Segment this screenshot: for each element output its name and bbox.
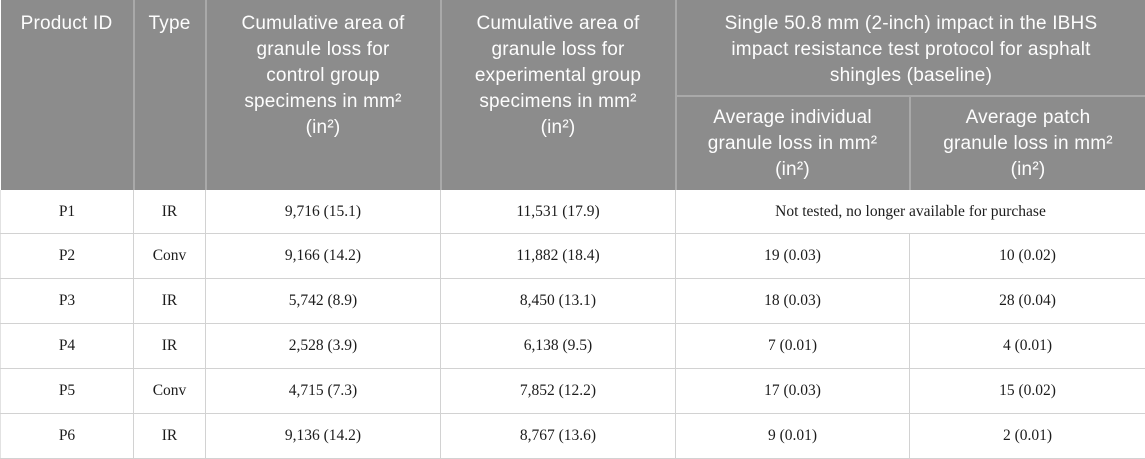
- header-control-group: Cumulative area of granule loss for cont…: [204, 0, 441, 190]
- table-row-p1: P1 IR 9,716 (15.1) 11,531 (17.9) Not tes…: [0, 190, 1145, 235]
- cell-individual: 17 (0.03): [675, 368, 910, 414]
- cell-control: 2,528 (3.9): [205, 323, 441, 370]
- cell-product-id: P5: [0, 368, 134, 414]
- table-header: Product ID Type Cumulative area of granu…: [0, 0, 1145, 190]
- cell-type: IR: [133, 190, 206, 235]
- cell-type: IR: [133, 278, 206, 325]
- table-row-p4: P4 IR 2,528 (3.9) 6,138 (9.5) 7 (0.01) 4…: [0, 323, 1145, 370]
- cell-experimental: 8,450 (13.1): [440, 278, 676, 325]
- table-row-p2: P2 Conv 9,166 (14.2) 11,882 (18.4) 19 (0…: [0, 233, 1145, 280]
- cell-product-id: P2: [0, 233, 134, 280]
- cell-control: 9,166 (14.2): [205, 233, 441, 280]
- cell-experimental: 11,882 (18.4): [440, 233, 676, 280]
- cell-patch: 10 (0.02): [909, 233, 1145, 280]
- cell-product-id: P3: [0, 278, 134, 325]
- cell-control: 9,136 (14.2): [205, 413, 441, 459]
- cell-product-id: P1: [0, 190, 134, 235]
- header-average-individual: Average individual granule loss in mm² (…: [674, 95, 910, 190]
- cell-type: Conv: [133, 368, 206, 414]
- cell-experimental: 7,852 (12.2): [440, 368, 676, 414]
- table-row-p3: P3 IR 5,742 (8.9) 8,450 (13.1) 18 (0.03)…: [0, 278, 1145, 325]
- cell-experimental: 8,767 (13.6): [440, 413, 676, 459]
- cell-patch: 15 (0.02): [909, 368, 1145, 414]
- cell-patch: 28 (0.04): [909, 278, 1145, 325]
- header-experimental-group: Cumulative area of granule loss for expe…: [439, 0, 676, 190]
- cell-experimental: 6,138 (9.5): [440, 323, 676, 370]
- table-row-p6: P6 IR 9,136 (14.2) 8,767 (13.6) 9 (0.01)…: [0, 413, 1145, 459]
- cell-product-id: P4: [0, 323, 134, 370]
- cell-individual: 19 (0.03): [675, 233, 910, 280]
- header-average-patch: Average patch granule loss in mm² (in²): [908, 95, 1145, 190]
- cell-individual: 18 (0.03): [675, 278, 910, 325]
- cell-patch: 4 (0.01): [909, 323, 1145, 370]
- table-row-p5: P5 Conv 4,715 (7.3) 7,852 (12.2) 17 (0.0…: [0, 368, 1145, 414]
- cell-type: IR: [133, 413, 206, 459]
- header-ibhs-baseline: Single 50.8 mm (2-inch) impact in the IB…: [674, 0, 1145, 96]
- cell-control: 5,742 (8.9): [205, 278, 441, 325]
- header-product-id: Product ID: [0, 0, 134, 190]
- cell-not-tested-note: Not tested, no longer available for purc…: [675, 190, 1145, 235]
- cell-experimental: 11,531 (17.9): [440, 190, 676, 235]
- cell-individual: 9 (0.01): [675, 413, 910, 459]
- cell-control: 4,715 (7.3): [205, 368, 441, 414]
- cell-product-id: P6: [0, 413, 134, 459]
- table-body: P1 IR 9,716 (15.1) 11,531 (17.9) Not tes…: [0, 190, 1145, 459]
- cell-patch: 2 (0.01): [909, 413, 1145, 459]
- cell-control: 9,716 (15.1): [205, 190, 441, 235]
- cell-type: IR: [133, 323, 206, 370]
- cell-type: Conv: [133, 233, 206, 280]
- cell-individual: 7 (0.01): [675, 323, 910, 370]
- header-type: Type: [132, 0, 206, 190]
